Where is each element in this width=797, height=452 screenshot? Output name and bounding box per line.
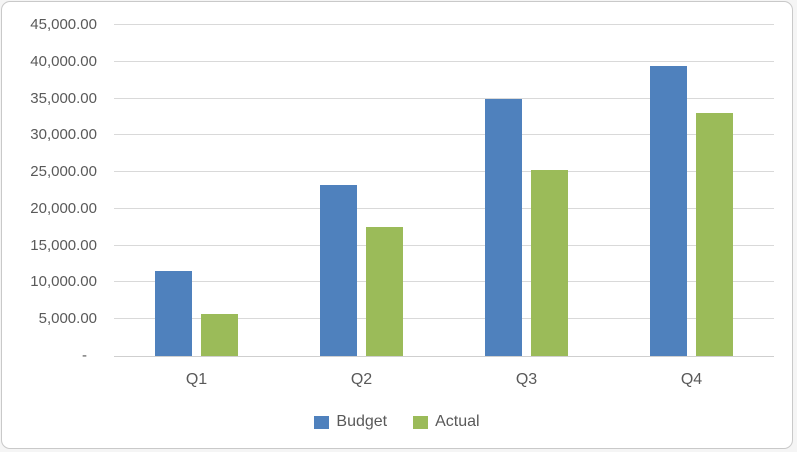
- bar-actual-q3[interactable]: [531, 169, 568, 356]
- legend-swatch-actual: [413, 415, 429, 429]
- gridline-45000: [114, 24, 774, 25]
- gridline-10000: [114, 281, 774, 283]
- y-tick-30000: 30,000.00: [30, 126, 97, 144]
- legend-swatch-budget: [314, 415, 330, 429]
- legend-item-budget[interactable]: Budget: [314, 413, 387, 431]
- legend-item-actual[interactable]: Actual: [413, 413, 480, 431]
- gridline-5000: [114, 318, 774, 320]
- bar-actual-q1[interactable]: [201, 314, 238, 356]
- y-tick-10000: 10,000.00: [30, 273, 97, 291]
- gridline-15000: [114, 244, 774, 246]
- y-tick-35000: 35,000.00: [30, 89, 97, 107]
- bar-actual-q4[interactable]: [696, 113, 733, 356]
- y-tick-15000: 15,000.00: [30, 236, 97, 254]
- legend-label-actual: Actual: [435, 413, 480, 430]
- y-tick-0: -: [82, 347, 87, 364]
- y-tick-20000: 20,000.00: [30, 199, 97, 217]
- x-tick-q1: Q1: [185, 371, 208, 388]
- y-tick-25000: 25,000.00: [30, 163, 97, 181]
- bar-budget-q4[interactable]: [650, 66, 687, 356]
- gridline-40000: [114, 60, 774, 62]
- y-tick-45000: 45,000.00: [30, 16, 97, 33]
- y-tick-40000: 40,000.00: [30, 52, 97, 70]
- x-tick-q3: Q3: [515, 371, 538, 388]
- gridline-20000: [114, 207, 774, 209]
- y-axis: 45,000.00 40,000.00 35,000.00 30,000.00 25,0…: [2, 17, 97, 364]
- legend: Budget Actual: [2, 410, 792, 434]
- bar-budget-q1[interactable]: [155, 270, 192, 356]
- bar-actual-q2[interactable]: [366, 227, 403, 356]
- gridline-25000: [114, 171, 774, 173]
- gridline-35000: [114, 97, 774, 99]
- legend-label-budget: Budget: [336, 413, 388, 430]
- y-tick-5000: 5,000.00: [38, 310, 97, 328]
- bar-budget-q2[interactable]: [320, 184, 357, 356]
- x-tick-q2: Q2: [350, 371, 373, 388]
- gridline-30000: [114, 134, 774, 136]
- x-axis: Q1 Q2 Q3 Q4: [114, 368, 774, 390]
- plot-area: [114, 24, 774, 357]
- x-tick-q4: Q4: [680, 371, 703, 388]
- bar-budget-q3[interactable]: [485, 98, 522, 356]
